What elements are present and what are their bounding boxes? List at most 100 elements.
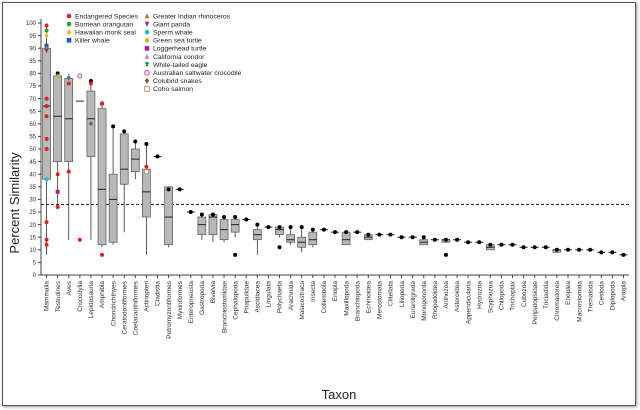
- x-tick-label: Cubozoa: [521, 281, 528, 307]
- species-point: [44, 33, 49, 39]
- box-tricladida: [541, 245, 550, 250]
- species-point: [44, 114, 49, 119]
- box-lepidosauria: [86, 78, 96, 240]
- outlier-point: [599, 250, 604, 255]
- box-cubozoa: [519, 245, 528, 250]
- outlier-point: [210, 212, 215, 217]
- outlier-point: [299, 225, 304, 230]
- box-coelacanthiformes: [130, 139, 140, 180]
- x-tick-label: Monogononta: [421, 281, 428, 321]
- x-tick-label: Clitellata: [388, 281, 395, 306]
- species-point: [44, 136, 49, 141]
- box-iqr: [308, 231, 318, 246]
- legend-label: Coho salmon: [153, 86, 193, 93]
- outlier-point: [133, 139, 138, 144]
- x-tick-label: Cephalopoda: [232, 281, 239, 320]
- box-enteropneusta: [186, 210, 195, 214]
- x-tick-label: Branchiostomidae: [221, 281, 228, 333]
- box-branchiostomidae: [219, 215, 229, 243]
- x-tick-label: Lingulata: [266, 281, 273, 308]
- legend-item: Endangered Species: [66, 13, 139, 20]
- legend-item: Bornean orangutan: [66, 21, 133, 28]
- species-point: [55, 73, 60, 79]
- outlier-point: [466, 240, 471, 245]
- x-tick-label: Polychaeta: [277, 281, 284, 314]
- box-branchiopoda: [353, 230, 362, 235]
- legend-label: White-tailed eagle: [153, 62, 208, 69]
- outlier-point: [188, 210, 193, 214]
- box-polychaeta: [275, 225, 284, 250]
- outlier-point: [199, 212, 204, 217]
- legend-item: Green sea turtle: [144, 37, 202, 45]
- legend-item: Giant panda: [144, 21, 190, 28]
- box-bivalvia: [208, 212, 218, 243]
- box-iqr: [130, 148, 140, 173]
- box-iqr: [142, 168, 151, 218]
- box-amphibia: [97, 101, 107, 248]
- y-tick-label: 75: [29, 84, 36, 90]
- outlier-point: [144, 141, 149, 146]
- y-tick-label: 85: [29, 59, 36, 65]
- species-point: [66, 169, 71, 174]
- box-testudines: [53, 71, 62, 205]
- outlier-point: [222, 215, 227, 220]
- legend-label: Greater Indian rhinoceros: [153, 13, 231, 20]
- box-hydrozoa: [475, 240, 484, 245]
- x-tick-label: Gastropoda: [199, 281, 206, 315]
- y-axis-label: Percent Similarity: [7, 152, 22, 254]
- legend-marker: [144, 37, 150, 44]
- species-markers: [44, 23, 149, 257]
- box-anthozoa: [441, 237, 451, 257]
- x-tick-label: Enoplea: [565, 281, 572, 305]
- species-point: [44, 43, 49, 48]
- legend-label: California condor: [153, 54, 205, 61]
- x-tick-label: Maxillopoda: [343, 281, 350, 316]
- legend-marker: [66, 13, 72, 19]
- legend-item: California condor: [144, 53, 205, 61]
- species-point: [77, 237, 82, 242]
- species-point: [44, 104, 49, 109]
- x-tick-label: Amphibia: [99, 281, 106, 308]
- box-iqr: [119, 133, 129, 185]
- legend-item: Colubrid snakes: [144, 77, 202, 85]
- box-iqr: [230, 219, 240, 233]
- outlier-point: [410, 235, 415, 240]
- x-tick-label: Macrostomida: [576, 281, 583, 322]
- legend-marker: [144, 86, 150, 92]
- outlier-point: [521, 245, 526, 250]
- outlier-point: [122, 129, 127, 134]
- x-tick-label: Insecta: [310, 281, 317, 302]
- x-tick-label: Coelacanthiformes: [133, 280, 140, 335]
- box-collembola: [319, 227, 328, 232]
- y-tick-label: 15: [29, 235, 36, 241]
- y-tick-label: 65: [29, 109, 36, 115]
- legend-marker: [144, 13, 150, 19]
- legend-label: Killer whale: [75, 38, 110, 45]
- outlier-point: [455, 237, 460, 242]
- y-tick-label: 90: [29, 46, 36, 52]
- legend-label: Bornean orangutan: [75, 21, 133, 28]
- box-iqr: [64, 78, 74, 162]
- x-tick-label: Hydrozoa: [476, 281, 483, 309]
- outlier-point: [177, 187, 182, 192]
- outlier-point: [532, 245, 537, 250]
- outlier-point: [554, 247, 559, 252]
- x-tick-label: Collembola: [321, 281, 328, 314]
- box-cestoda: [597, 250, 606, 255]
- box-merostomata: [375, 232, 384, 237]
- legend-marker: [66, 38, 72, 43]
- box-eurardigrada: [408, 235, 417, 240]
- outlier-point: [399, 235, 404, 240]
- x-axis-label: Taxon: [322, 387, 357, 402]
- species-point: [44, 48, 49, 54]
- box-echinoidea: [363, 232, 373, 241]
- x-tick-label: Crocodylia: [77, 281, 84, 312]
- legend-label: Hawaiian monk seal: [75, 30, 136, 37]
- outlier-point: [288, 225, 293, 230]
- x-tick-label: Aves: [66, 280, 73, 295]
- x-tick-label: Enopla: [332, 281, 339, 302]
- x-tick-label: Diplopoda: [610, 281, 617, 311]
- box-iqr: [197, 216, 207, 236]
- y-tick-label: 0: [33, 273, 37, 279]
- outlier-point: [277, 245, 282, 250]
